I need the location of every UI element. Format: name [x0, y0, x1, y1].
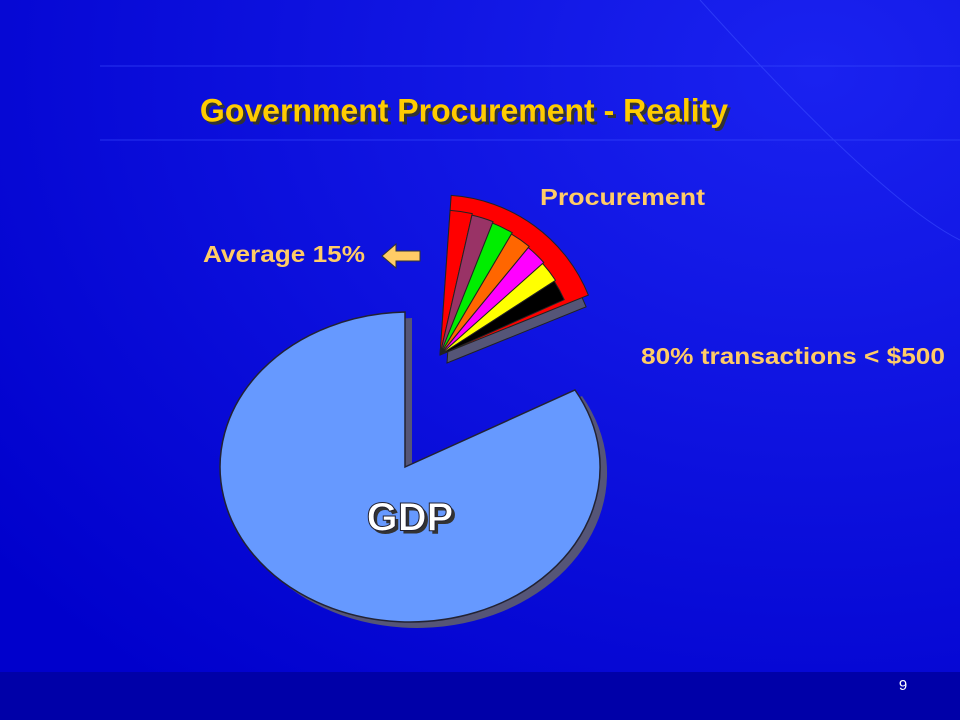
left-arrow: [381, 242, 421, 270]
fan-wedge: [439, 214, 494, 356]
average-label: Average 15%: [203, 241, 365, 267]
procurement-label: Procurement: [540, 184, 705, 210]
fan-wedge: [439, 262, 557, 356]
title-shadow: Government Procurement - Reality: [203, 95, 731, 131]
transactions-label: 80% transactions < $500: [641, 343, 945, 369]
gdp-label-shadow: GDP: [370, 499, 457, 543]
fan-wedge: [439, 246, 545, 356]
fan-wedge: [439, 233, 530, 356]
gdp-pie: [219, 311, 601, 623]
procurement-fan: [439, 194, 590, 364]
gdp-label: GDP: [367, 496, 454, 540]
title: Government Procurement - Reality: [200, 92, 728, 128]
decor-lines: [100, 0, 960, 241]
page-number: 9: [899, 677, 907, 694]
fan-wedge: [439, 280, 565, 356]
footer-band: [0, 672, 960, 720]
fan-wedge: [439, 222, 513, 356]
